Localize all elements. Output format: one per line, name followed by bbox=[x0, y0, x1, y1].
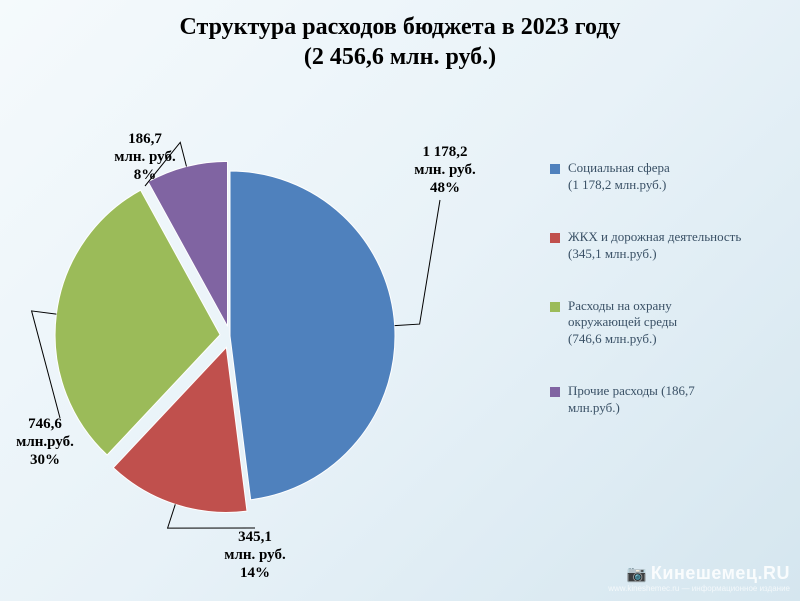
data-label-other: 186,7млн. руб.8% bbox=[100, 130, 190, 184]
legend-item-env: Расходы на охрануокружающей среды(746,6 … bbox=[550, 298, 770, 349]
legend-text-social: Социальная сфера(1 178,2 млн.руб.) bbox=[568, 160, 670, 194]
legend-item-social: Социальная сфера(1 178,2 млн.руб.) bbox=[550, 160, 770, 194]
leader-line-social bbox=[395, 200, 440, 326]
legend-item-other: Прочие расходы (186,7млн.руб.) bbox=[550, 383, 770, 417]
legend-swatch-other bbox=[550, 387, 560, 397]
legend-text-env: Расходы на охрануокружающей среды(746,6 … bbox=[568, 298, 677, 349]
legend-swatch-env bbox=[550, 302, 560, 312]
legend: Социальная сфера(1 178,2 млн.руб.) ЖКХ и … bbox=[550, 160, 770, 452]
legend-swatch-social bbox=[550, 164, 560, 174]
pie-slice-social bbox=[230, 171, 395, 500]
data-label-env: 746,6млн.руб.30% bbox=[5, 415, 85, 469]
page-root: Структура расходов бюджета в 2023 году (… bbox=[0, 0, 800, 601]
watermark-main: Кинешемец.RU bbox=[651, 563, 790, 583]
data-label-social: 1 178,2млн. руб.48% bbox=[400, 143, 490, 197]
legend-item-zhkh: ЖКХ и дорожная деятельность(345,1 млн.ру… bbox=[550, 229, 770, 263]
legend-swatch-zhkh bbox=[550, 233, 560, 243]
legend-text-zhkh: ЖКХ и дорожная деятельность(345,1 млн.ру… bbox=[568, 229, 741, 263]
watermark-sub: www.kineshemec.ru — информационное издан… bbox=[608, 584, 790, 593]
watermark: 📷 Кинешемец.RU www.kineshemec.ru — информ… bbox=[608, 563, 790, 593]
legend-text-other: Прочие расходы (186,7млн.руб.) bbox=[568, 383, 695, 417]
camera-icon: 📷 bbox=[626, 566, 646, 583]
data-label-zhkh: 345,1млн. руб.14% bbox=[210, 528, 300, 582]
